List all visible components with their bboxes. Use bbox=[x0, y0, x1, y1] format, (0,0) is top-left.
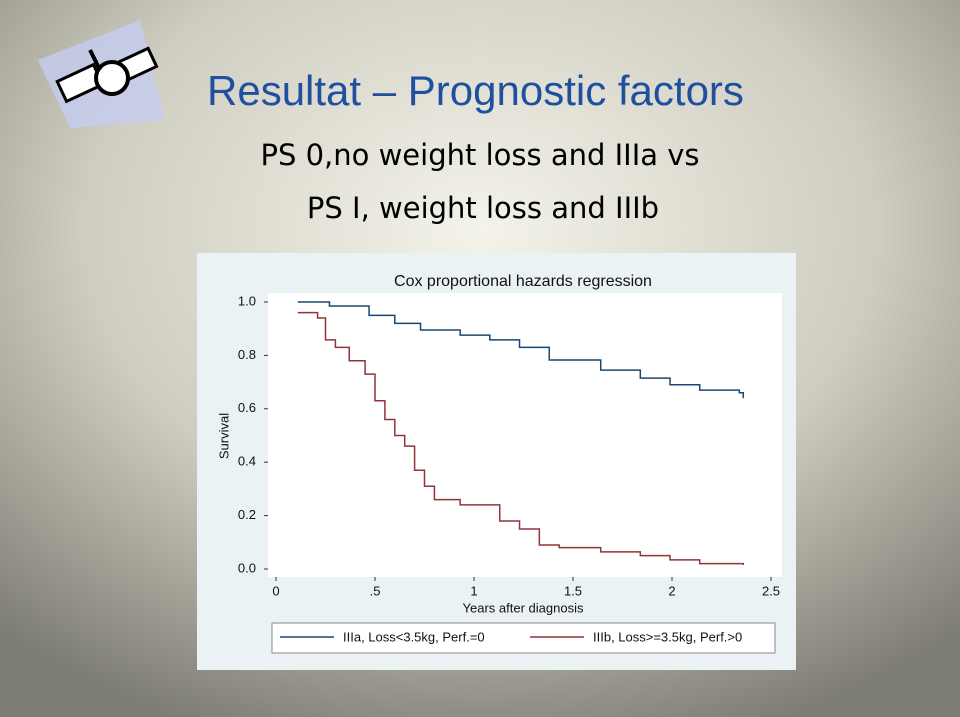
chart-title: Cox proportional hazards regression bbox=[394, 273, 652, 290]
plot-area bbox=[268, 293, 782, 577]
slide-subtitle: PS I, weight loss and IIIb bbox=[307, 191, 659, 225]
x-tick-label: .5 bbox=[370, 583, 381, 598]
y-tick-label: 1.0 bbox=[238, 293, 256, 308]
legend-label: IIIb, Loss>=3.5kg, Perf.>0 bbox=[593, 629, 742, 644]
slide-title: Resultat – Prognostic factors bbox=[207, 67, 744, 114]
satellite-icon bbox=[38, 20, 165, 128]
x-tick-label: 2 bbox=[668, 583, 675, 598]
slide-subtitle: PS 0,no weight loss and IIIa vs bbox=[260, 138, 699, 172]
chart: Cox proportional hazards regression Year… bbox=[197, 253, 796, 670]
y-tick-label: 0.2 bbox=[238, 507, 256, 522]
y-tick-label: 0.6 bbox=[238, 400, 256, 415]
x-axis-label: Years after diagnosis bbox=[463, 600, 584, 615]
y-tick-label: 0.4 bbox=[238, 454, 256, 469]
y-tick-label: 0.8 bbox=[238, 347, 256, 362]
y-axis-label: Survival bbox=[216, 413, 231, 459]
survival-curve bbox=[297, 301, 745, 399]
legend-label: IIIa, Loss<3.5kg, Perf.=0 bbox=[343, 629, 485, 644]
legend bbox=[271, 622, 776, 654]
x-tick-label: 1.5 bbox=[564, 583, 582, 598]
x-tick-label: 2.5 bbox=[762, 583, 780, 598]
x-tick-label: 1 bbox=[470, 583, 477, 598]
x-tick-label: 0 bbox=[272, 583, 279, 598]
survival-curve bbox=[297, 311, 745, 565]
y-tick-label: 0.0 bbox=[238, 560, 256, 575]
